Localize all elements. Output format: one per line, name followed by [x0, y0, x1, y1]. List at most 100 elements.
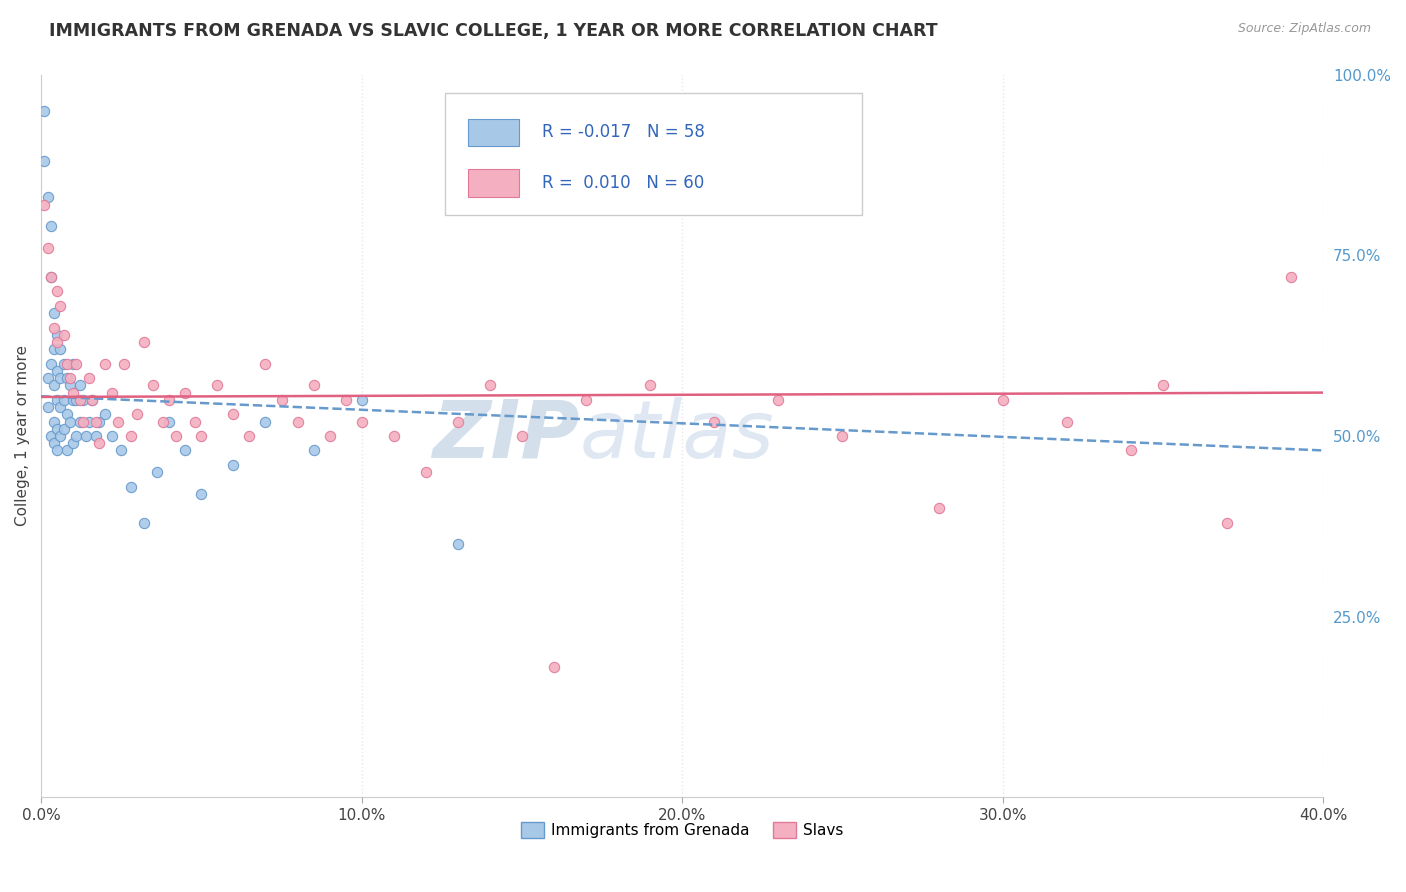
Point [55, 443, 77, 458]
Point [991, 392, 1014, 407]
Point [543, 660, 565, 674]
Point [42, 343, 65, 357]
Point [114, 357, 136, 371]
Point [52, 327, 75, 342]
Point [37, 190, 59, 204]
Point [46, 327, 69, 342]
Point [120, 480, 142, 494]
Point [110, 443, 132, 458]
Point [37, 400, 59, 414]
Point [62, 436, 84, 450]
Point [1279, 269, 1302, 284]
Point [75, 429, 97, 443]
Point [350, 392, 373, 407]
Point [287, 415, 309, 429]
Point [107, 415, 129, 429]
Point [42, 306, 65, 320]
Point [127, 407, 149, 421]
Point [415, 465, 437, 479]
Point [69, 415, 91, 429]
Point [302, 443, 325, 458]
Point [49, 429, 72, 443]
Text: R =  0.010   N = 60: R = 0.010 N = 60 [543, 174, 704, 192]
Point [49, 371, 72, 385]
Point [49, 343, 72, 357]
Point [174, 443, 197, 458]
Point [1119, 443, 1142, 458]
Point [87, 436, 110, 450]
Point [42, 415, 65, 429]
Point [174, 385, 197, 400]
Point [1216, 516, 1239, 530]
Point [46, 392, 69, 407]
Point [132, 334, 155, 349]
Point [34, 103, 56, 118]
Point [831, 429, 853, 443]
Point [142, 378, 165, 392]
Point [62, 392, 84, 407]
Point [59, 371, 82, 385]
Point [510, 429, 533, 443]
Point [39, 429, 62, 443]
Point [69, 392, 91, 407]
Point [447, 537, 470, 551]
Point [39, 357, 62, 371]
Point [100, 385, 122, 400]
Text: R = -0.017   N = 58: R = -0.017 N = 58 [543, 123, 706, 141]
Point [62, 385, 84, 400]
Point [302, 378, 325, 392]
Point [46, 364, 69, 378]
Point [52, 392, 75, 407]
Point [55, 357, 77, 371]
Point [382, 429, 405, 443]
Point [46, 285, 69, 299]
Point [42, 378, 65, 392]
Text: atlas: atlas [579, 397, 775, 475]
Point [928, 501, 950, 516]
Text: IMMIGRANTS FROM GRENADA VS SLAVIC COLLEGE, 1 YEAR OR MORE CORRELATION CHART: IMMIGRANTS FROM GRENADA VS SLAVIC COLLEG… [49, 22, 938, 40]
Point [77, 371, 100, 385]
Point [87, 415, 110, 429]
Point [1152, 378, 1174, 392]
Point [82, 392, 104, 407]
Point [59, 415, 82, 429]
Point [447, 415, 470, 429]
Point [37, 241, 59, 255]
Point [157, 415, 180, 429]
Point [69, 378, 91, 392]
Point [768, 392, 790, 407]
Point [42, 436, 65, 450]
Point [34, 197, 56, 211]
Point [72, 392, 94, 407]
Point [190, 429, 212, 443]
Point [222, 407, 245, 421]
Point [39, 269, 62, 284]
Text: Source: ZipAtlas.com: Source: ZipAtlas.com [1237, 22, 1371, 36]
Point [42, 320, 65, 334]
Point [49, 400, 72, 414]
Point [62, 357, 84, 371]
Point [94, 357, 117, 371]
Point [39, 219, 62, 234]
Point [184, 415, 207, 429]
Point [120, 429, 142, 443]
Point [207, 378, 229, 392]
Point [638, 378, 661, 392]
Legend: Immigrants from Grenada, Slavs: Immigrants from Grenada, Slavs [515, 816, 849, 844]
Point [254, 357, 277, 371]
Point [72, 415, 94, 429]
Point [55, 407, 77, 421]
Point [65, 429, 87, 443]
FancyBboxPatch shape [468, 119, 519, 146]
Point [157, 392, 180, 407]
Point [84, 415, 107, 429]
Point [77, 415, 100, 429]
Point [84, 429, 107, 443]
Point [82, 392, 104, 407]
Point [222, 458, 245, 472]
Point [165, 429, 187, 443]
Point [46, 334, 69, 349]
Point [52, 422, 75, 436]
Text: ZIP: ZIP [432, 397, 579, 475]
Point [46, 443, 69, 458]
